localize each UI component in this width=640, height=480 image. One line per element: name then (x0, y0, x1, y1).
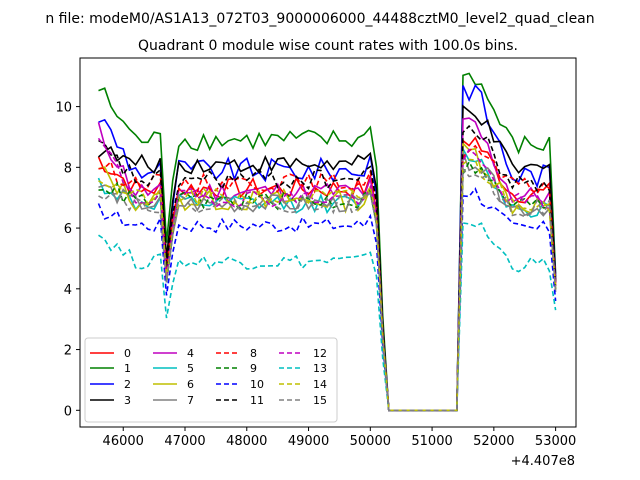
y-axis: 0 2 4 6 8 10 (55, 101, 80, 419)
series-line-15 (98, 166, 557, 412)
y-tick-label: 2 (64, 344, 72, 359)
legend-label-10: 10 (250, 378, 264, 391)
legend-label-8: 8 (250, 347, 257, 360)
series-line-3 (97, 104, 557, 412)
axes-frame (79, 57, 577, 428)
legend-label-15: 15 (313, 394, 327, 407)
x-tick-label: 48000 (226, 434, 267, 449)
series-line-10 (97, 187, 557, 412)
legend-label-2: 2 (124, 378, 131, 391)
x-tick-label: 46000 (103, 434, 144, 449)
x-tick-label: 47000 (164, 434, 205, 449)
y-tick-label: 0 (64, 404, 72, 419)
legend-label-6: 6 (187, 378, 194, 391)
series-line-12 (97, 137, 557, 412)
legend-label-3: 3 (124, 394, 131, 407)
x-tick-label: 52000 (473, 434, 514, 449)
legend-box (84, 337, 338, 423)
y-tick-label: 4 (64, 283, 72, 298)
legend-label-1: 1 (124, 362, 131, 375)
x-tick-label: 49000 (288, 434, 329, 449)
y-tick-label: 8 (64, 161, 72, 176)
series-line-1 (98, 72, 557, 412)
legend-label-0: 0 (124, 347, 131, 360)
x-offset-label: +4.407e8 (511, 454, 575, 469)
y-tick-label: 10 (55, 101, 72, 116)
legend-label-13: 13 (313, 362, 327, 375)
series-line-13 (98, 222, 557, 412)
file-suptitle: n file: modeM0/AS1A13_072T03_9000006000_… (45, 11, 594, 27)
series-line-4 (97, 117, 557, 412)
legend-label-9: 9 (250, 362, 257, 375)
chart-title: Quadrant 0 module wise count rates with … (138, 38, 518, 54)
series-line-11 (98, 124, 557, 412)
x-tick-label: 51000 (411, 434, 452, 449)
x-axis: 46000 47000 48000 49000 50000 51000 52000 53000 (103, 427, 576, 449)
legend-label-7: 7 (187, 394, 194, 407)
legend-label-11: 11 (250, 394, 264, 407)
legend-label-5: 5 (187, 362, 194, 375)
series-line-9 (98, 160, 557, 412)
legend-label-4: 4 (187, 347, 194, 360)
legend-label-12: 12 (313, 347, 327, 360)
legend-label-14: 14 (313, 378, 327, 391)
y-tick-label: 6 (64, 222, 72, 237)
x-tick-label: 50000 (350, 434, 391, 449)
plot-lines (97, 72, 557, 412)
x-tick-label: 53000 (535, 434, 576, 449)
